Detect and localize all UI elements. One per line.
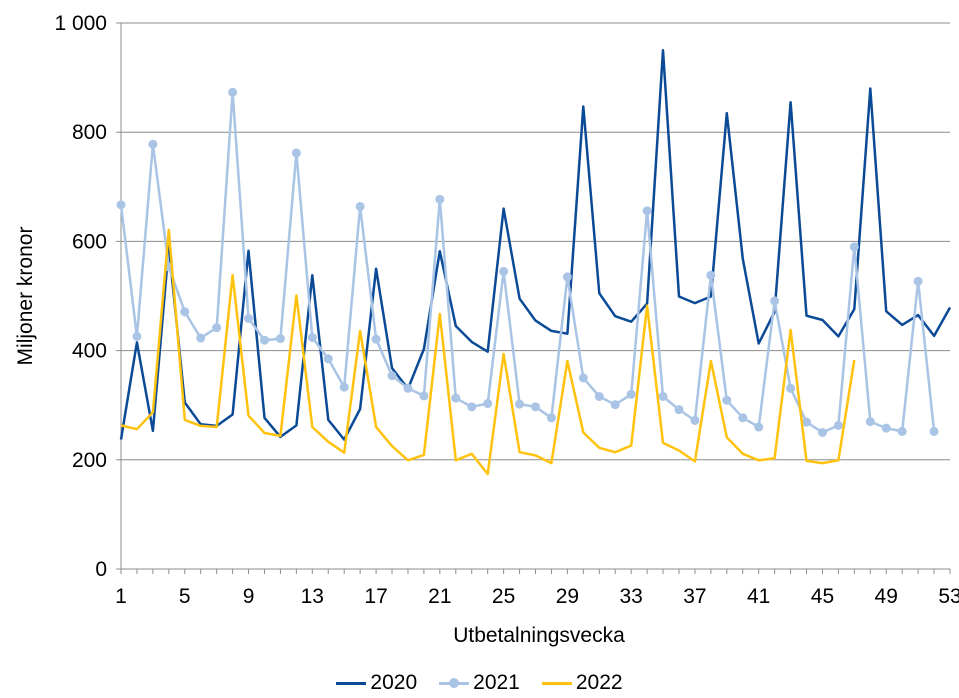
x-tick-label: 53 (938, 585, 959, 608)
data-point-2021 (531, 402, 540, 412)
data-point-2021 (355, 201, 365, 211)
x-tick-label: 5 (179, 585, 191, 608)
data-point-2021 (196, 333, 206, 343)
data-point-2021 (562, 272, 572, 282)
data-point-2021 (515, 399, 525, 409)
legend-item-2021: 2021 (439, 671, 520, 695)
data-point-2021 (626, 389, 636, 399)
data-point-2021 (180, 307, 190, 317)
data-point-2021 (770, 296, 780, 306)
x-tick-label: 29 (556, 585, 579, 608)
x-tick-label: 9 (243, 585, 255, 608)
x-axis-title: Utbetalningsvecka (453, 624, 625, 647)
data-point-2021 (275, 334, 285, 344)
legend-swatch (336, 676, 367, 690)
data-point-2021 (228, 87, 238, 97)
data-point-2021 (451, 393, 461, 403)
data-point-2021 (786, 383, 796, 393)
data-point-2021 (499, 266, 509, 276)
x-tick-label: 13 (301, 585, 324, 608)
legend-item-2020: 2020 (336, 671, 417, 695)
legend-label: 2022 (575, 671, 623, 694)
data-point-2021 (594, 391, 604, 401)
data-point-2021 (690, 415, 700, 425)
data-point-2021 (387, 371, 397, 381)
legend-label: 2021 (473, 671, 520, 694)
y-tick-label: 1 000 (54, 12, 107, 35)
legend-line-marker (541, 682, 572, 685)
legend-label: 2020 (370, 671, 418, 694)
data-point-2021 (435, 194, 445, 204)
legend-swatch (541, 676, 572, 690)
data-point-2021 (738, 413, 748, 423)
x-tick-label: 49 (875, 585, 898, 608)
data-point-2021 (132, 331, 142, 341)
data-point-2021 (371, 334, 381, 344)
legend-item-2022: 2022 (541, 671, 623, 695)
x-tick-label: 17 (364, 585, 387, 608)
data-point-2021 (467, 402, 477, 412)
data-point-2021 (116, 200, 126, 210)
y-tick-labels: 0 200 400 600 800 1 000 (54, 12, 107, 581)
x-tick-label: 41 (747, 585, 770, 608)
x-tick-labels: 1 5 9 13 17 21 25 29 33 37 41 45 49 53 (115, 585, 959, 608)
legend-swatch (439, 676, 470, 690)
data-point-2021 (706, 270, 716, 280)
data-point-2021 (833, 420, 843, 430)
data-point-2021 (802, 417, 812, 427)
y-tick-label: 600 (72, 230, 107, 253)
data-point-2021 (578, 373, 588, 383)
legend: 2020 2021 2022 (0, 668, 959, 698)
data-point-2021 (722, 395, 732, 405)
data-point-2021 (546, 413, 556, 423)
series-line-2022 (120, 228, 856, 476)
data-point-2021 (148, 139, 158, 149)
data-point-2021 (610, 400, 620, 410)
y-tick-label: 400 (72, 340, 107, 363)
data-point-2021 (323, 354, 333, 364)
data-point-2021 (674, 405, 684, 415)
data-point-2021 (881, 423, 891, 433)
data-point-2021 (658, 391, 668, 401)
legend-dot-marker (449, 678, 460, 688)
line-chart: 0 200 400 600 800 1 000 1 5 9 13 17 21 25 29 33 37 41 45… (14, 12, 959, 647)
x-tick-label: 25 (492, 585, 515, 608)
data-point-2021 (817, 428, 827, 437)
y-tick-label: 800 (72, 121, 107, 144)
data-point-2021 (403, 383, 413, 393)
x-tick-label: 33 (619, 585, 642, 608)
series-line-2021 (119, 91, 936, 434)
data-point-2021 (913, 276, 923, 286)
data-point-2021 (642, 206, 652, 216)
series-line-2020 (119, 49, 952, 441)
data-point-2021 (897, 426, 907, 436)
y-tick-label: 200 (72, 449, 107, 472)
data-point-2021 (212, 323, 222, 333)
data-point-2021 (754, 422, 764, 432)
data-point-2021 (419, 391, 429, 401)
series-group (116, 49, 952, 476)
data-point-2021 (849, 242, 859, 252)
x-tick-label: 45 (811, 585, 834, 608)
y-tick-label: 0 (95, 558, 107, 581)
data-point-2021 (483, 399, 493, 409)
data-point-2021 (291, 148, 301, 158)
axes (116, 22, 951, 574)
x-tick-label: 21 (428, 585, 451, 608)
data-point-2021 (865, 417, 875, 427)
data-point-2021 (307, 332, 317, 342)
data-point-2021 (929, 426, 939, 436)
data-point-2021 (259, 335, 269, 345)
x-tick-label: 37 (683, 585, 706, 608)
data-point-2021 (244, 313, 254, 323)
y-axis-title: Miljoner kronor (14, 227, 37, 366)
data-point-2021 (339, 382, 349, 392)
x-tick-label: 1 (115, 585, 127, 608)
legend-line-marker (336, 682, 367, 685)
